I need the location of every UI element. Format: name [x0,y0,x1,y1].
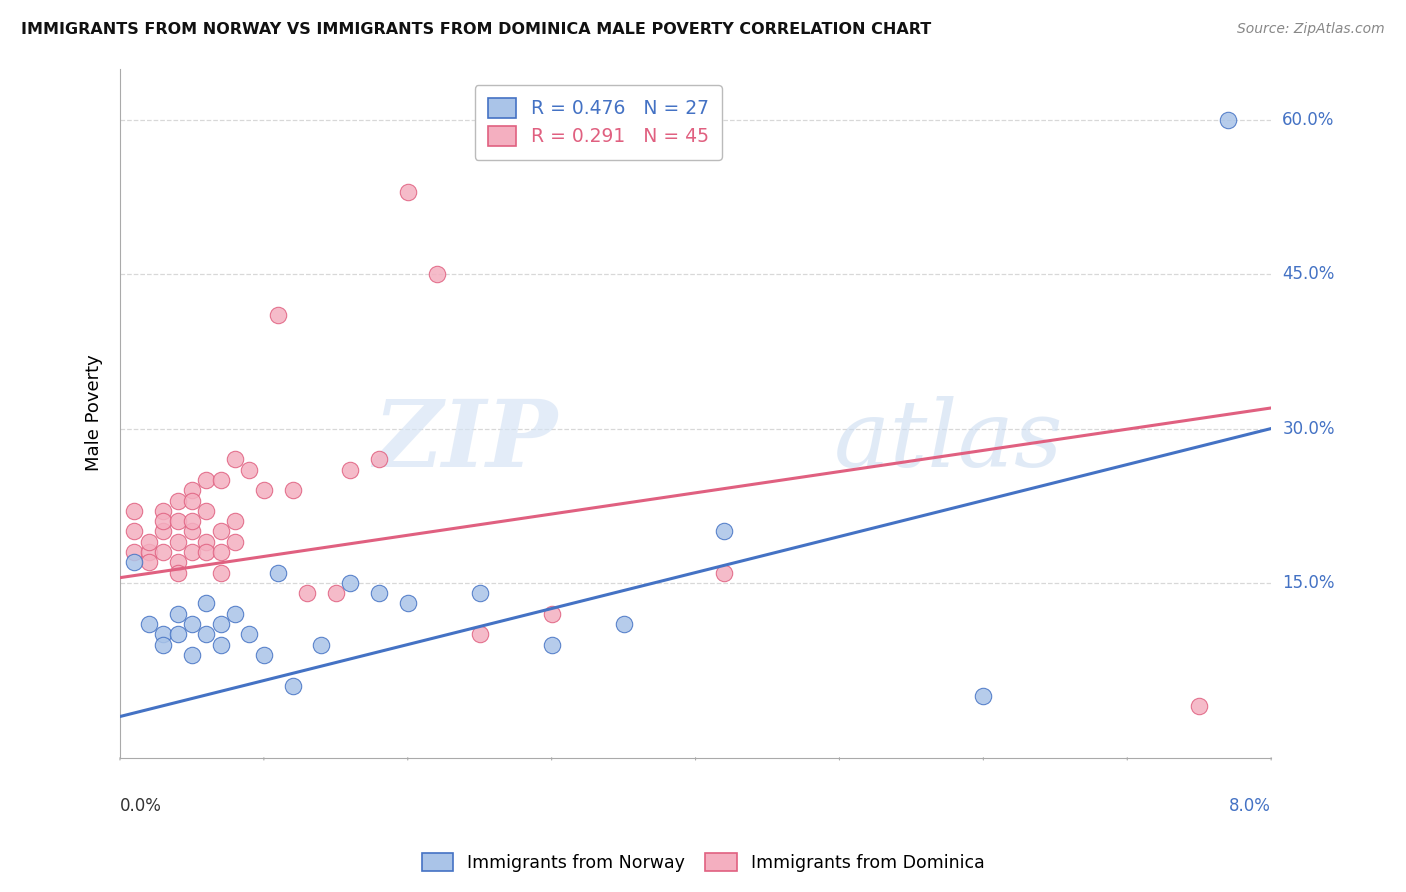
Point [540,607,562,621]
Point [195,596,218,610]
Point [180,493,202,508]
Legend: R = 0.476   N = 27, R = 0.291   N = 45: R = 0.476 N = 27, R = 0.291 N = 45 [475,85,723,160]
Point [166,534,188,549]
Point [368,586,391,600]
Point [267,566,290,580]
Point [152,627,174,641]
Point [396,185,419,199]
Point [224,452,246,467]
Point [166,627,188,641]
Point [267,309,290,323]
Point [180,483,202,498]
Point [124,555,146,569]
Point [325,586,347,600]
Point [180,514,202,528]
Point [195,504,218,518]
Point [468,627,491,641]
Point [166,493,188,508]
Point [253,648,276,662]
Point [195,534,218,549]
Point [713,566,735,580]
Point [339,463,361,477]
Point [209,545,232,559]
Point [224,534,246,549]
Text: 8.0%: 8.0% [1229,797,1271,814]
Point [166,566,188,580]
Point [253,483,276,498]
Point [209,524,232,539]
Point [152,514,174,528]
Point [224,607,246,621]
Point [1216,112,1239,127]
Text: 45.0%: 45.0% [1282,265,1334,284]
Point [972,689,994,703]
Point [166,514,188,528]
Point [166,607,188,621]
Text: IMMIGRANTS FROM NORWAY VS IMMIGRANTS FROM DOMINICA MALE POVERTY CORRELATION CHAR: IMMIGRANTS FROM NORWAY VS IMMIGRANTS FRO… [21,22,931,37]
Point [180,545,202,559]
Legend: Immigrants from Norway, Immigrants from Dominica: Immigrants from Norway, Immigrants from … [415,847,991,879]
Point [152,524,174,539]
Point [613,617,636,632]
Point [195,627,218,641]
Point [124,524,146,539]
Point [209,566,232,580]
Point [540,638,562,652]
Point [368,452,391,467]
Point [468,586,491,600]
Point [295,586,318,600]
Text: 30.0%: 30.0% [1282,419,1334,437]
Text: Source: ZipAtlas.com: Source: ZipAtlas.com [1237,22,1385,37]
Text: 0.0%: 0.0% [120,797,162,814]
Point [195,545,218,559]
Point [152,504,174,518]
Point [138,545,160,559]
Point [180,524,202,539]
Point [209,638,232,652]
Point [209,617,232,632]
Point [209,473,232,487]
Point [238,463,260,477]
Point [166,555,188,569]
Point [138,555,160,569]
Point [339,575,361,590]
Point [138,617,160,632]
Point [396,596,419,610]
Point [152,545,174,559]
Point [180,617,202,632]
Point [713,524,735,539]
Point [224,514,246,528]
Point [152,638,174,652]
Y-axis label: Male Poverty: Male Poverty [86,355,103,472]
Point [281,483,304,498]
Point [425,267,447,281]
Point [1188,699,1211,714]
Point [180,648,202,662]
Point [124,504,146,518]
Point [238,627,260,641]
Text: 15.0%: 15.0% [1282,574,1334,591]
Text: atlas: atlas [834,396,1063,485]
Point [138,534,160,549]
Point [195,473,218,487]
Text: ZIP: ZIP [373,396,557,485]
Text: 60.0%: 60.0% [1282,111,1334,129]
Point [281,679,304,693]
Point [311,638,333,652]
Point [124,545,146,559]
